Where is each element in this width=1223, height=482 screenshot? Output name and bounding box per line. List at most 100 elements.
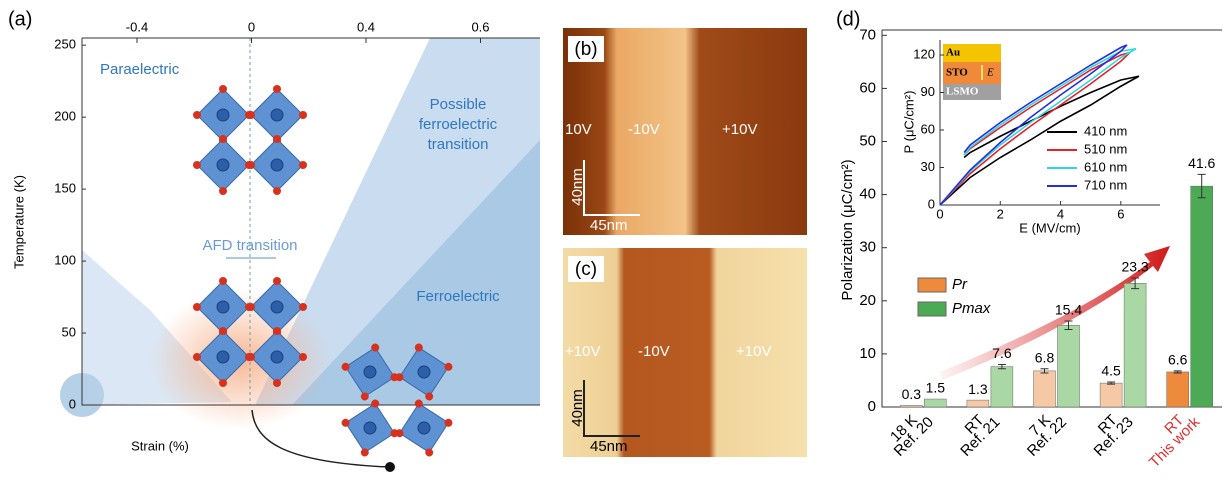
octahedron	[395, 399, 453, 457]
octahedron	[247, 135, 307, 195]
o-atom	[360, 448, 369, 457]
region-label: Ferroelectric	[416, 288, 500, 305]
o-atom	[273, 187, 281, 195]
y-tick-label: 10	[859, 345, 876, 362]
scale-bar	[583, 380, 640, 437]
panel-label: (d)	[836, 8, 860, 30]
o-atom	[299, 303, 307, 311]
octahedron	[341, 343, 399, 401]
b-atom	[216, 158, 230, 172]
region	[292, 140, 540, 405]
bar	[1123, 283, 1147, 408]
voltage-label: 10V	[565, 121, 592, 138]
o-atom	[219, 135, 227, 143]
o-atom	[219, 379, 227, 387]
o-atom	[193, 161, 201, 169]
y-tick-label: 250	[54, 37, 76, 52]
o-atom	[425, 392, 434, 401]
legend-swatch	[917, 277, 947, 293]
value-label: 6.8	[1035, 349, 1055, 365]
y-tick-label: 20	[859, 292, 876, 309]
panel-a: Paraelectric Possible ferroelectric tran…	[60, 37, 540, 472]
y-tick-label: 50	[859, 132, 876, 149]
octahedron	[247, 277, 307, 337]
o-atom	[395, 429, 404, 438]
panel-label: (a)	[8, 8, 32, 30]
o-atom	[371, 343, 380, 352]
y-axis-label: P (μC/cm²)	[901, 91, 916, 154]
value-label: 6.6	[1168, 352, 1188, 368]
y-tick-label: 150	[54, 181, 76, 196]
legend-label: Pmax	[952, 300, 991, 317]
o-atom	[371, 399, 380, 408]
region-label: Paraelectric	[100, 61, 180, 78]
legend-label: 610 nm	[1084, 159, 1127, 174]
legend-label: 410 nm	[1084, 123, 1127, 138]
b-atom	[270, 158, 284, 172]
o-atom	[444, 362, 453, 371]
region-label: ferroelectric	[419, 116, 498, 133]
o-atom	[395, 373, 404, 382]
o-atom	[219, 85, 227, 93]
x-tick-label: 2	[997, 206, 1004, 221]
o-atom	[273, 277, 281, 285]
layer	[943, 84, 1001, 100]
value-label: 0.3	[902, 386, 922, 402]
x-axis-label: Strain (%)	[131, 438, 189, 453]
x-tick-label: 0.4	[357, 19, 375, 34]
y-tick-label: 120	[913, 46, 935, 61]
label-box	[568, 256, 604, 282]
x-tick-label: 4	[1057, 206, 1064, 221]
layer-label: LSMO	[946, 86, 979, 98]
o-atom	[299, 353, 307, 361]
o-atom	[273, 327, 281, 335]
error-bar	[1064, 320, 1073, 330]
o-atom	[193, 111, 201, 119]
value-label: 41.6	[1188, 155, 1215, 171]
x-axis-label: E (MV/cm)	[1019, 220, 1080, 235]
layer-label: E	[986, 67, 994, 79]
y-tick-label: 60	[921, 121, 935, 136]
o-atom	[247, 303, 255, 311]
loop-line	[939, 44, 1128, 206]
o-atom	[360, 392, 369, 401]
bar	[1190, 185, 1213, 408]
scale-label: 40nm	[569, 168, 586, 206]
o-atom	[247, 353, 255, 361]
b-atom	[216, 350, 230, 364]
o-atom	[247, 161, 255, 169]
value-label: 23.3	[1121, 259, 1148, 275]
y-tick-label: 30	[859, 239, 876, 256]
error-bar	[1173, 370, 1182, 374]
voltage-label: -10V	[638, 343, 670, 360]
y-tick-label: 40	[859, 186, 876, 203]
octahedron	[341, 399, 399, 457]
legend-label: 510 nm	[1084, 141, 1127, 156]
dot	[385, 462, 395, 472]
region-label: AFD transition	[202, 237, 297, 254]
loop-line	[939, 75, 1140, 206]
scale-label: 45nm	[590, 217, 628, 234]
bar	[1099, 382, 1123, 408]
o-atom	[219, 277, 227, 285]
y-tick-label: 100	[54, 253, 76, 268]
o-atom	[444, 418, 453, 427]
y-tick-label: 90	[921, 84, 935, 99]
layer-label: Au	[946, 47, 960, 59]
trend-arrow	[940, 246, 1170, 380]
y-tick-label: 60	[859, 79, 876, 96]
panel-label: (b)	[574, 39, 597, 60]
x-tick-label: -0.4	[126, 19, 148, 34]
o-atom	[193, 303, 201, 311]
x-tick-label: 0	[936, 206, 943, 221]
value-label: 7.6	[992, 345, 1012, 361]
afm-image	[563, 248, 807, 457]
x-tick-label: 6	[1117, 206, 1124, 221]
y-tick-label: 0	[868, 398, 876, 415]
strain-arrow	[251, 409, 389, 468]
label-box	[568, 36, 604, 62]
octahedron	[247, 327, 307, 387]
error-bar	[997, 364, 1006, 370]
b-atom	[216, 300, 230, 314]
